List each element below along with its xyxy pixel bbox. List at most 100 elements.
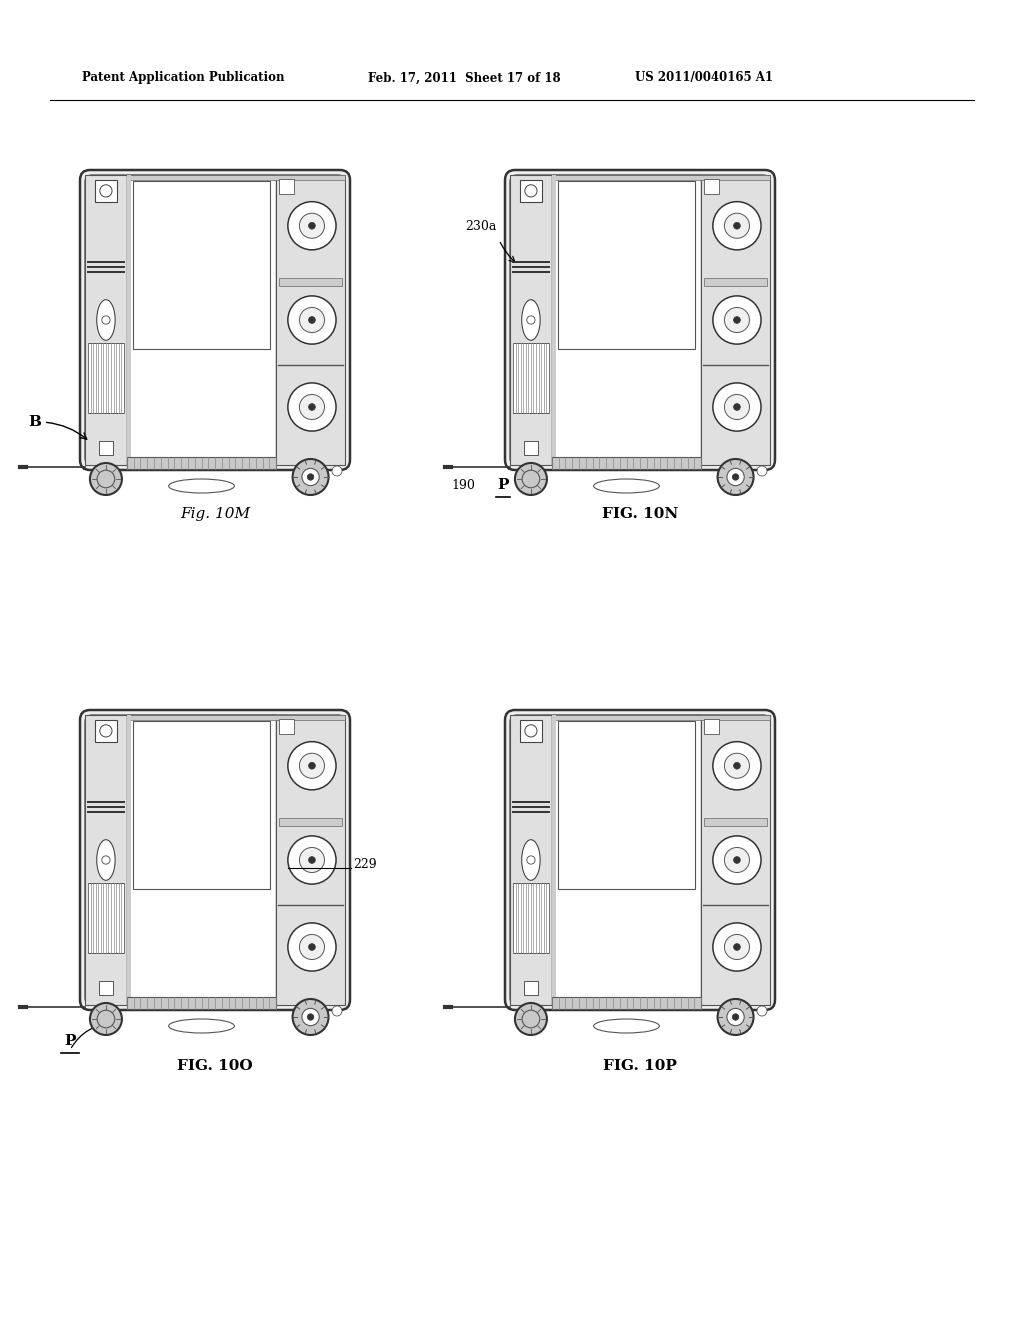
Circle shape [724, 847, 750, 873]
Circle shape [713, 296, 761, 345]
Bar [133, 721, 270, 890]
Circle shape [308, 404, 315, 411]
Bar [127, 715, 131, 1005]
Circle shape [733, 317, 740, 323]
Circle shape [308, 763, 315, 770]
FancyBboxPatch shape [80, 170, 350, 470]
Bar [552, 176, 556, 465]
Text: 230a: 230a [466, 220, 497, 234]
Bar [127, 176, 276, 465]
Bar [523, 441, 539, 455]
Circle shape [288, 202, 336, 249]
Bar [280, 818, 342, 826]
Circle shape [308, 222, 315, 230]
Bar [705, 279, 767, 286]
Circle shape [525, 725, 537, 737]
Text: Patent Application Publication: Patent Application Publication [82, 71, 285, 84]
Bar [127, 457, 276, 469]
Circle shape [724, 308, 750, 333]
Bar [276, 176, 345, 465]
Text: FIG. 10O: FIG. 10O [177, 1059, 253, 1073]
FancyBboxPatch shape [510, 715, 770, 1005]
Circle shape [718, 459, 754, 495]
Ellipse shape [96, 840, 115, 880]
Bar [127, 715, 276, 1005]
Circle shape [299, 754, 325, 779]
Circle shape [515, 463, 547, 495]
Circle shape [732, 474, 738, 480]
Text: 190: 190 [451, 479, 475, 492]
Circle shape [299, 935, 325, 960]
Bar [701, 176, 770, 465]
Bar [705, 180, 719, 194]
Circle shape [97, 470, 115, 488]
Circle shape [733, 222, 740, 230]
Bar [513, 883, 549, 953]
Bar [510, 176, 552, 465]
Circle shape [307, 1014, 313, 1020]
Circle shape [724, 214, 750, 239]
Circle shape [718, 999, 754, 1035]
Bar [127, 715, 345, 719]
Text: P: P [498, 478, 509, 492]
Circle shape [724, 395, 750, 420]
Circle shape [727, 469, 744, 486]
Circle shape [293, 999, 329, 1035]
Circle shape [757, 1006, 767, 1016]
Circle shape [733, 857, 740, 863]
Bar [552, 715, 770, 719]
Bar [705, 719, 719, 734]
FancyBboxPatch shape [85, 715, 345, 1005]
Bar [523, 981, 539, 995]
Bar [552, 176, 770, 180]
Circle shape [522, 1010, 540, 1028]
Circle shape [299, 308, 325, 333]
Circle shape [307, 474, 313, 480]
FancyBboxPatch shape [505, 170, 775, 470]
Text: FIG. 10P: FIG. 10P [603, 1059, 677, 1073]
Bar [95, 180, 117, 202]
Bar [705, 818, 767, 826]
Circle shape [302, 469, 319, 486]
Circle shape [288, 836, 336, 884]
Circle shape [522, 470, 540, 488]
Bar [127, 997, 276, 1008]
Bar [95, 719, 117, 742]
Bar [552, 715, 556, 1005]
Bar [552, 715, 701, 1005]
Circle shape [515, 1003, 547, 1035]
FancyBboxPatch shape [510, 176, 770, 465]
Circle shape [526, 315, 536, 325]
Ellipse shape [169, 479, 234, 492]
Circle shape [713, 836, 761, 884]
Bar [552, 457, 701, 469]
Bar [98, 441, 114, 455]
Circle shape [713, 202, 761, 249]
FancyBboxPatch shape [85, 176, 345, 465]
Bar [513, 343, 549, 413]
Text: Feb. 17, 2011  Sheet 17 of 18: Feb. 17, 2011 Sheet 17 of 18 [368, 71, 560, 84]
Bar [552, 176, 701, 465]
Text: P: P [65, 1034, 76, 1048]
FancyBboxPatch shape [80, 710, 350, 1010]
Circle shape [101, 315, 110, 325]
Bar [558, 721, 695, 890]
Text: FIG. 10N: FIG. 10N [602, 507, 678, 521]
Circle shape [332, 466, 342, 477]
Circle shape [90, 1003, 122, 1035]
Circle shape [288, 296, 336, 345]
Text: Fig. 10M: Fig. 10M [180, 507, 250, 521]
Ellipse shape [96, 300, 115, 341]
Bar [98, 981, 114, 995]
Ellipse shape [594, 1019, 659, 1034]
Bar [558, 181, 695, 350]
Bar [552, 997, 701, 1008]
Circle shape [308, 317, 315, 323]
Circle shape [288, 923, 336, 972]
Bar [276, 715, 345, 1005]
Text: T: T [596, 869, 604, 882]
Circle shape [288, 383, 336, 432]
Circle shape [733, 944, 740, 950]
Circle shape [713, 923, 761, 972]
Circle shape [732, 1014, 738, 1020]
